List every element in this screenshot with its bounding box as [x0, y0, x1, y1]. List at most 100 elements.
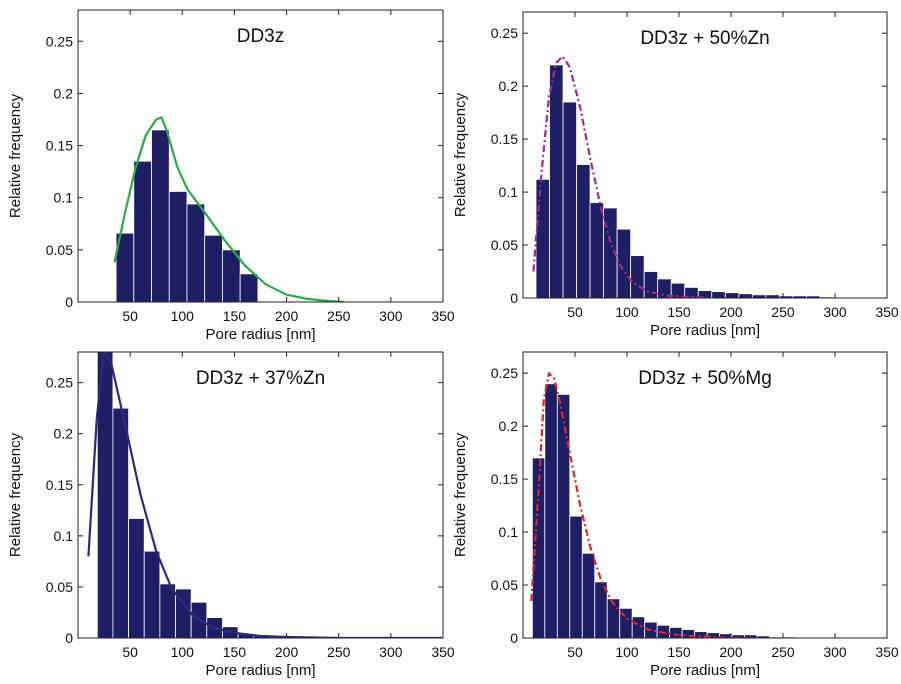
bar-group [532, 55, 834, 298]
bar [128, 518, 145, 638]
y-tick-label: 0 [510, 630, 518, 646]
x-tick-label: 50 [567, 304, 583, 320]
y-tick-label: 0.05 [491, 237, 518, 253]
bar [569, 515, 583, 638]
bar [112, 407, 129, 638]
y-tick-label: 0.15 [491, 131, 518, 147]
x-tick-label: 200 [275, 308, 299, 324]
fit-curve [530, 372, 752, 638]
bar [711, 291, 726, 298]
x-tick-label: 150 [223, 308, 247, 324]
x-tick-label: 250 [771, 644, 795, 660]
x-tick-label: 150 [667, 644, 691, 660]
axes-frame [77, 9, 444, 303]
bar [168, 191, 188, 302]
x-tick-label: 50 [122, 308, 138, 324]
x-tick-label: 100 [615, 644, 639, 660]
y-tick-label: 0 [510, 290, 518, 306]
panel-title: DD3z [237, 26, 285, 47]
x-tick-label: 100 [171, 308, 195, 324]
bar [143, 550, 161, 638]
bar [133, 160, 152, 302]
x-tick-label: 250 [327, 644, 351, 660]
y-tick-label: 0.25 [46, 375, 73, 391]
bar [616, 228, 632, 298]
axes-frame [522, 11, 888, 299]
y-tick-label: 0.05 [46, 242, 73, 258]
x-tick-label: 150 [667, 304, 691, 320]
x-tick-label: 50 [567, 644, 583, 660]
bar [239, 273, 259, 302]
bar [738, 293, 753, 298]
y-tick-label: 0.15 [491, 471, 518, 487]
bar [576, 164, 591, 298]
bar-group [87, 352, 443, 638]
x-tick-label: 50 [122, 644, 138, 660]
bar [556, 393, 571, 638]
y-tick-label: 0.2 [499, 78, 519, 94]
x-tick-label: 200 [275, 644, 299, 660]
x-tick-label: 150 [223, 644, 247, 660]
bar [630, 255, 645, 298]
panel-title: DD3z + 37%Zn [196, 368, 325, 389]
chart-panel: 50 100 150 200 250 300 350 0 0.05 0.1 0.15 0.2 0.25 D… [7, 351, 455, 679]
x-tick-label: 350 [431, 644, 455, 660]
y-tick-label: 0.05 [491, 577, 518, 593]
x-tick-label: 300 [823, 644, 847, 660]
panel-title: DD3z + 50%Zn [640, 28, 769, 49]
chart-panel: 50 100 150 200 250 300 350 0 0.05 0.1 0.15 0.2 0.25 D… [7, 9, 455, 343]
bar [669, 627, 683, 638]
x-axis-title: Pore radius [nm] [650, 322, 760, 339]
bar [562, 101, 577, 298]
x-tick-label: 300 [379, 308, 403, 324]
x-tick-label: 250 [327, 308, 351, 324]
bar [581, 552, 596, 638]
bar-group [113, 116, 344, 302]
y-tick-label: 0.2 [54, 85, 74, 101]
y-tick-label: 0.2 [54, 426, 74, 442]
y-tick-label: 0.15 [46, 138, 73, 154]
y-tick-label: 0.15 [46, 477, 73, 493]
bar [204, 234, 223, 302]
axes-frame [77, 351, 444, 639]
y-tick-label: 0.1 [499, 184, 519, 200]
x-tick-label: 200 [719, 304, 743, 320]
x-tick-label: 300 [379, 644, 403, 660]
y-tick-label: 0.1 [54, 528, 74, 544]
y-tick-label: 0.25 [491, 25, 518, 41]
y-axis-title: Relative frequency [452, 92, 469, 217]
bar-group [530, 372, 795, 638]
x-tick-label: 100 [171, 644, 195, 660]
x-tick-label: 350 [431, 308, 455, 324]
y-axis-title: Relative frequency [7, 432, 24, 557]
x-tick-label: 250 [771, 304, 795, 320]
y-tick-label: 0.1 [54, 190, 74, 206]
fit-curve [113, 116, 344, 302]
bar [544, 383, 558, 638]
y-tick-label: 0.25 [46, 33, 73, 49]
x-tick-label: 350 [875, 304, 899, 320]
x-tick-label: 300 [823, 304, 847, 320]
bar [186, 203, 206, 302]
y-tick-label: 0.25 [491, 365, 518, 381]
fit-curve [532, 55, 711, 298]
x-axis-title: Pore radius [nm] [205, 326, 315, 343]
x-axis-title: Pore radius [nm] [205, 662, 315, 679]
panel-title: DD3z + 50%Mg [638, 368, 772, 389]
bar [151, 129, 170, 302]
bar [535, 178, 550, 298]
x-axis-title: Pore radius [nm] [650, 662, 760, 679]
x-tick-label: 100 [615, 304, 639, 320]
x-tick-label: 350 [875, 644, 899, 660]
y-tick-label: 0.2 [499, 418, 519, 434]
axes-frame [522, 351, 888, 639]
y-tick-label: 0 [65, 294, 73, 310]
bar [549, 64, 564, 298]
chart-panel: 50 100 150 200 250 300 350 0 0.05 0.1 0.15 0.2 0.25 D… [452, 351, 899, 679]
y-axis-title: Relative frequency [7, 93, 24, 218]
y-tick-label: 0.05 [46, 579, 73, 595]
x-tick-label: 200 [719, 644, 743, 660]
bar [724, 292, 740, 298]
chart-panel: 50 100 150 200 250 300 350 0 0.05 0.1 0.15 0.2 0.25 D… [452, 11, 899, 339]
